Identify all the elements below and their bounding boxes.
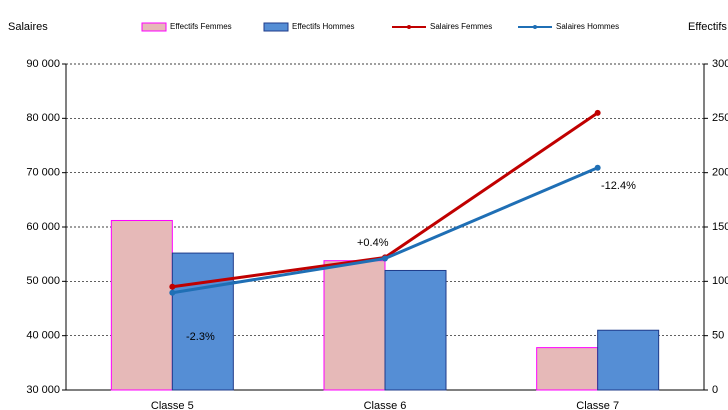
legend-marker: [407, 25, 411, 29]
y2-tick-label: 200: [712, 167, 728, 179]
y2-tick-label: 150: [712, 221, 728, 233]
line-point: [169, 289, 176, 296]
x-tick-label: Classe 6: [364, 400, 407, 410]
x-tick-label: Classe 5: [151, 400, 194, 410]
legend-swatch: [141, 22, 167, 32]
y-tick-label: 50 000: [26, 275, 60, 287]
y2-tick-label: 100: [712, 275, 728, 287]
bar: [536, 347, 599, 391]
bar: [323, 260, 386, 391]
bar: [597, 329, 660, 391]
line-point: [594, 164, 601, 171]
annotation: -2.3%: [186, 331, 215, 343]
legend-label: Effectifs Hommes: [292, 22, 355, 31]
legend-label: Effectifs Femmes: [170, 22, 232, 31]
line-point: [594, 109, 601, 116]
y-axis-label: Salaires: [8, 21, 48, 33]
line-point: [382, 255, 388, 262]
y2-tick-label: 0: [712, 384, 718, 396]
legend-label: Salaires Femmes: [430, 22, 492, 31]
y2-axis-label: Effectifs: [688, 21, 727, 33]
x-tick-label: Classe 7: [576, 400, 619, 410]
y-tick-label: 80 000: [26, 112, 60, 124]
y2-tick-label: 250: [712, 112, 728, 124]
y2-tick-label: 50: [712, 330, 724, 342]
y-tick-label: 90 000: [26, 58, 60, 70]
annotation: +0.4%: [357, 237, 389, 249]
legend-label: Salaires Hommes: [556, 22, 619, 31]
annotation: -12.4%: [601, 180, 636, 192]
legend-swatch: [263, 22, 289, 32]
bar: [110, 219, 173, 391]
y-tick-label: 40 000: [26, 330, 60, 342]
y-tick-label: 70 000: [26, 167, 60, 179]
y-tick-label: 60 000: [26, 221, 60, 233]
y2-tick-label: 300: [712, 58, 728, 70]
bar: [384, 269, 447, 391]
legend-marker: [533, 25, 537, 29]
line-point: [169, 283, 176, 290]
bar: [171, 252, 234, 391]
y-tick-label: 30 000: [26, 384, 60, 396]
